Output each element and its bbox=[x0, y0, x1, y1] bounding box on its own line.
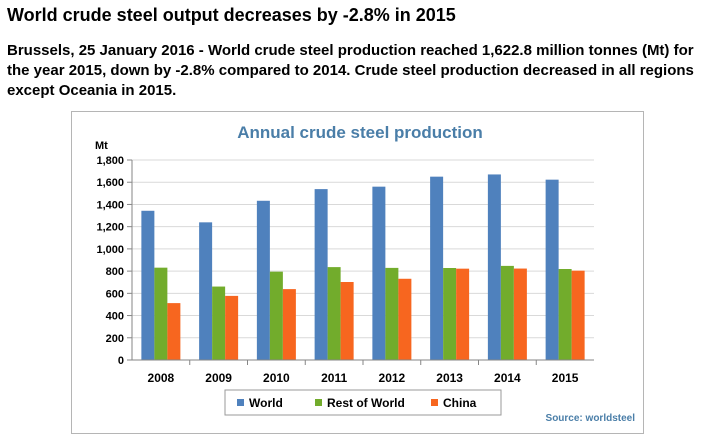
y-tick-label: 800 bbox=[106, 266, 124, 278]
bar-rest-of-world-2015 bbox=[558, 269, 572, 360]
x-tick-label: 2012 bbox=[379, 371, 406, 385]
y-axis-unit-label: Mt bbox=[95, 140, 108, 152]
y-tick-label: 600 bbox=[106, 288, 124, 300]
bar-rest-of-world-2012 bbox=[385, 267, 399, 360]
legend-label: Rest of World bbox=[327, 396, 405, 410]
bar-rest-of-world-2011 bbox=[327, 267, 341, 360]
legend-box bbox=[224, 389, 502, 416]
steel-production-chart: 0 200 400 600 800 1,000 1,200 1,400 1,600 1,800 20… bbox=[95, 123, 636, 424]
bar-china-2015 bbox=[571, 270, 585, 360]
y-tick-label: 200 bbox=[106, 333, 124, 345]
legend-swatch-china bbox=[431, 399, 438, 406]
bar-rest-of-world-2010 bbox=[269, 271, 283, 360]
bar-china-2012 bbox=[398, 278, 412, 360]
bar-world-2014 bbox=[487, 174, 501, 360]
bar-world-2008 bbox=[141, 210, 155, 360]
y-tick-label: 400 bbox=[106, 311, 124, 323]
headline: World crude steel output decreases by -2… bbox=[7, 5, 456, 25]
y-tick-label: 1,000 bbox=[96, 244, 124, 256]
x-tick-label: 2014 bbox=[494, 371, 521, 385]
bar-china-2010 bbox=[282, 289, 296, 360]
bar-china-2009 bbox=[225, 295, 239, 360]
bar-rest-of-world-2009 bbox=[212, 286, 226, 360]
x-tick-label: 2008 bbox=[148, 371, 175, 385]
x-tick-label: 2009 bbox=[205, 371, 232, 385]
bar-china-2014 bbox=[513, 268, 527, 360]
bar-world-2010 bbox=[256, 200, 270, 360]
bar-china-2013 bbox=[456, 268, 470, 360]
bar-world-2015 bbox=[545, 179, 559, 360]
y-tick-label: 1,800 bbox=[96, 155, 124, 167]
bar-world-2012 bbox=[372, 186, 386, 360]
bar-world-2011 bbox=[314, 189, 328, 360]
y-tick-label: 1,200 bbox=[96, 222, 124, 234]
bar-world-2009 bbox=[199, 222, 213, 360]
legend-label: China bbox=[443, 396, 477, 410]
x-tick-label: 2015 bbox=[552, 371, 579, 385]
chart-frame: 0 200 400 600 800 1,000 1,200 1,400 1,600 1,800 20… bbox=[71, 111, 644, 434]
bar-rest-of-world-2013 bbox=[443, 268, 457, 360]
y-tick-label: 0 bbox=[118, 355, 124, 367]
legend-swatch-world bbox=[237, 399, 244, 406]
y-tick-label: 1,600 bbox=[96, 177, 124, 189]
legend-swatch-rest-of-world bbox=[315, 399, 322, 406]
bar-world-2013 bbox=[430, 176, 444, 360]
bar-rest-of-world-2008 bbox=[154, 267, 168, 360]
bar-china-2008 bbox=[167, 303, 181, 360]
bar-china-2011 bbox=[340, 282, 354, 360]
x-tick-label: 2011 bbox=[321, 371, 347, 385]
x-tick-label: 2013 bbox=[436, 371, 463, 385]
bar-rest-of-world-2014 bbox=[500, 265, 514, 360]
lead-paragraph: Brussels, 25 January 2016 - World crude … bbox=[7, 42, 694, 99]
chart-title: Annual crude steel production bbox=[237, 123, 483, 142]
source-label: Source: worldsteel bbox=[546, 413, 636, 424]
legend-label: World bbox=[249, 396, 283, 410]
x-tick-label: 2010 bbox=[263, 371, 290, 385]
y-tick-label: 1,400 bbox=[96, 199, 124, 211]
